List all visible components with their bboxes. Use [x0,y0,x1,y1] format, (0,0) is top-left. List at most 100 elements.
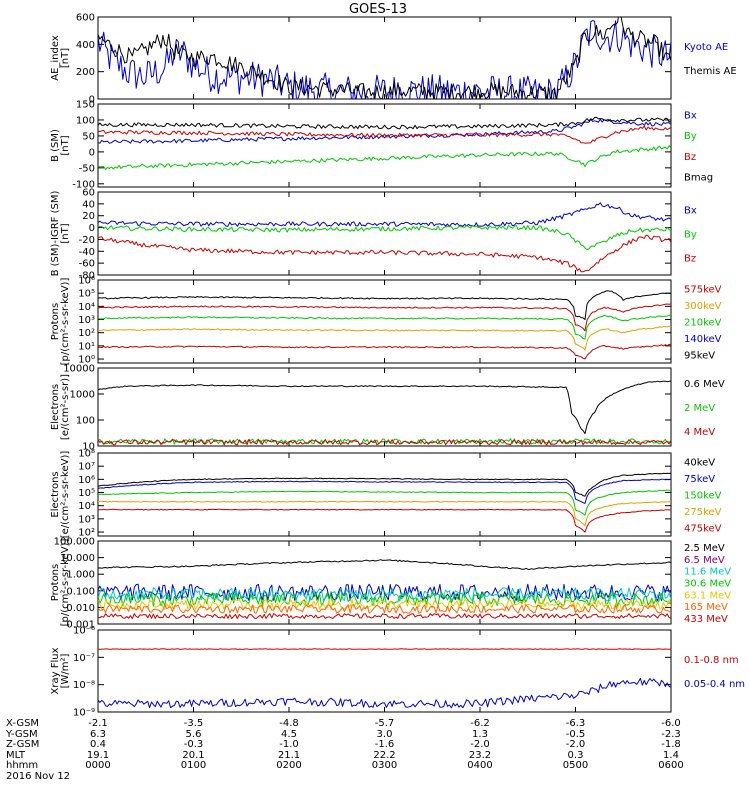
legend-entry: 300keV [684,301,722,312]
y-tick-label: -80 [79,271,95,282]
ephemeris-value: 0600 [658,760,683,771]
ephemeris-value: 22.2 [373,750,395,761]
y-tick-label: 10² [78,328,95,339]
y-tick-label: 10² [78,528,95,539]
ephemeris-row-label: X-GSM [6,718,39,729]
y-axis-label: B (SM)-IGRF (SM)[nT] [50,191,71,277]
y-axis-label: B (SM)[nT] [50,129,71,162]
y-tick-label: 150 [76,100,95,111]
y-tick-label: 50 [82,131,95,142]
y-tick-label: -50 [79,163,95,174]
series-line-95kev [98,343,671,360]
ephemeris-value: -6.2 [470,718,490,729]
panel-frame [97,103,672,188]
series-line-bx [98,202,671,228]
y-tick-label: 0 [89,95,95,106]
series-line-300kev [98,303,671,332]
series-line-by [98,145,671,170]
ephemeris-value: -1.6 [375,739,395,750]
ephemeris-value: 0000 [85,760,110,771]
ephemeris-value: 20.1 [182,750,204,761]
y-tick-label: 10⁷ [78,462,95,473]
y-tick-label: 200 [76,67,95,78]
y-tick-label: 100.000 [54,537,95,548]
series-group [98,380,671,446]
y-tick-label: 10.000 [60,553,95,564]
series-line-140kev [98,325,671,351]
ephemeris-value: 0.4 [90,739,106,750]
panel-bsm: -100 -50 0 50 100 150 B (SM)[nT] Bx By Bz Bmag [50,100,713,191]
legend-entry: 0.1-0.8 nm [684,655,739,666]
y-tick-label: -100 [72,179,95,190]
series-line-475kev [98,508,671,533]
legend-entry: 210keV [684,318,722,329]
y-tick-label: 600 [76,13,95,24]
y-axis-label: AE_index[nT] [50,35,71,81]
ephemeris-value: -1.0 [279,739,299,750]
series-line-2-5-mev [98,559,671,570]
y-tick-label: 10⁶ [78,276,95,287]
ephemeris-value: 0.3 [568,750,584,761]
panel-ae: 0 200 400 600 AE_index[nT] Kyoto AE Themis AE [50,13,737,106]
ephemeris-date: 2016 Nov 12 [6,771,70,782]
ephemeris-row-label: Y-GSM [5,729,38,740]
y-tick-label: 0 [89,147,95,158]
y-tick-label: 10⁵ [78,488,95,499]
panel-frame [97,367,672,447]
series-line-75kev [98,478,671,504]
ephemeris-value: -6.0 [661,718,681,729]
y-axis-label: Protons[p/(cm²-s-sr-keV)] [50,278,71,366]
ephemeris-value: 6.3 [90,729,106,740]
series-group [98,116,671,170]
series-line-kyoto-ae [98,20,671,99]
series-line-433-mev [98,613,671,620]
y-tick-label: 10⁴ [78,302,95,313]
panel-frame [97,191,672,276]
y-tick-label: 1000 [70,390,95,401]
ephemeris-value: 3.0 [377,729,393,740]
y-tick-label: 10³ [78,315,95,326]
legend-entry: By [684,230,697,241]
ephemeris-value: 0300 [372,760,397,771]
series-line-bmag [98,116,671,130]
legend-entry: 140keV [684,334,722,345]
ephemeris-value: -2.3 [661,729,681,740]
series-group [98,559,671,620]
ephemeris-value: -2.1 [88,718,108,729]
ephemeris-value: -2.0 [566,739,586,750]
ephemeris-value: -0.5 [566,729,586,740]
ephemeris-value: 1.4 [663,750,679,761]
legend-entry: Bx [684,110,697,121]
y-tick-label: -40 [79,247,95,258]
series-line-0-05-0-4-nm [98,677,671,709]
y-tick-label: 10⁴ [78,501,95,512]
y-tick-label: -20 [79,235,95,246]
chart-title: GOES-13 [349,2,407,17]
legend-entry: 165 MeV [684,602,728,613]
legend-entry: 475keV [684,524,722,535]
y-tick-label: 60 [82,188,95,199]
series-line-0-6-mev [98,380,671,435]
legend-entry: 0.05-0.4 nm [684,679,745,690]
legend-entry: 0.6 MeV [684,379,725,390]
y-tick-label: 10⁻⁹ [73,708,95,719]
ephemeris-value: -6.3 [566,718,586,729]
ephemeris-table: X-GSM -2.1 -3.5 -4.8 -5.7 -6.2 -6.3 -6.0 Y-GSM 6.… [5,718,684,782]
series-line-210kev [98,314,671,340]
y-tick-label: -60 [79,259,95,270]
series-line-30-6-mev [98,592,671,607]
y-tick-label: 0.100 [66,586,95,597]
y-tick-label: 10⁰ [78,355,95,366]
series-group [98,648,671,709]
y-tick-label: 10000 [63,364,95,375]
series-group [98,202,671,273]
series-line-575kev [98,290,671,320]
ephemeris-value: -4.8 [279,718,299,729]
legend-entry: 2 MeV [684,403,715,414]
series-line-11-6-mev [98,587,671,602]
y-axis-label: Electrons[e/(cm²-s-sr-keV)] [50,451,71,539]
